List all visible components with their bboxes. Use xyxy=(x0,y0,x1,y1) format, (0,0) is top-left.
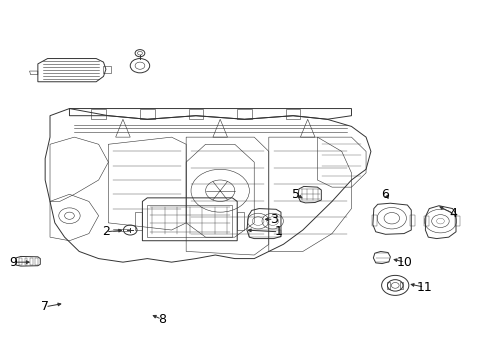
Bar xyxy=(140,109,154,119)
Bar xyxy=(454,216,459,226)
Bar xyxy=(249,230,281,237)
Bar xyxy=(135,212,142,230)
Text: 11: 11 xyxy=(416,281,431,294)
Text: 10: 10 xyxy=(396,256,412,269)
Bar xyxy=(30,258,33,265)
Bar xyxy=(147,205,232,237)
Bar xyxy=(35,258,38,265)
Text: 4: 4 xyxy=(449,207,457,220)
Text: 3: 3 xyxy=(269,213,277,226)
Text: 1: 1 xyxy=(274,225,282,238)
Bar xyxy=(20,258,22,265)
Bar xyxy=(91,109,106,119)
Bar xyxy=(424,216,428,226)
Text: 7: 7 xyxy=(41,300,49,313)
Text: 2: 2 xyxy=(102,225,110,238)
Bar xyxy=(24,258,27,265)
Bar xyxy=(285,109,300,119)
Text: 5: 5 xyxy=(291,188,299,201)
Bar xyxy=(409,215,414,226)
Bar xyxy=(237,212,244,230)
Text: 6: 6 xyxy=(381,188,388,201)
Text: 9: 9 xyxy=(10,256,18,269)
Bar xyxy=(371,215,376,226)
Bar xyxy=(188,109,203,119)
Bar xyxy=(237,109,251,119)
Text: 8: 8 xyxy=(158,313,165,326)
